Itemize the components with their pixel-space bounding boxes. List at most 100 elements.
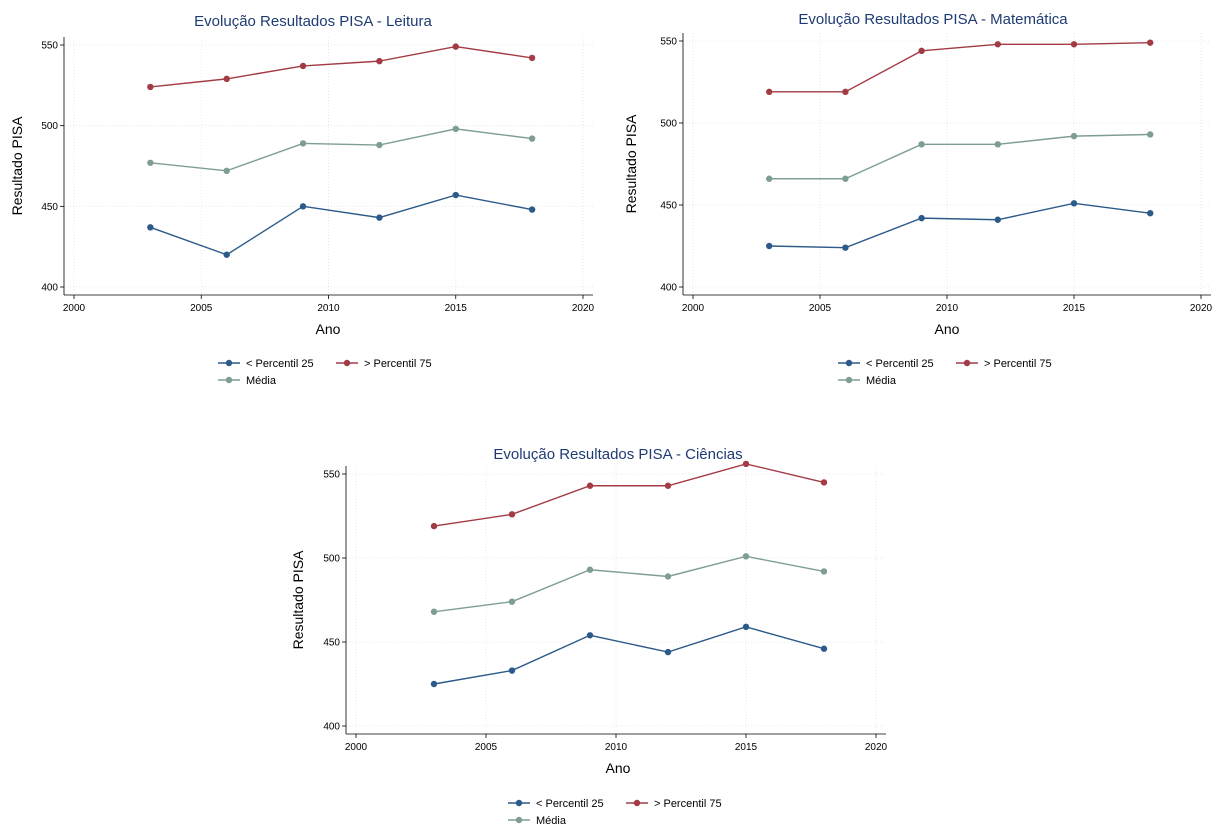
data-point-percentil-75: [452, 43, 459, 50]
y-axis-title: Resultado PISA: [623, 114, 639, 213]
legend-marker-percentil-25: [845, 359, 853, 367]
data-point-media: [452, 125, 459, 133]
y-tick-label: 500: [323, 554, 340, 565]
data-point-percentil-25: [742, 623, 750, 631]
legend-marker-media: [845, 376, 853, 384]
x-tick-label: 2015: [445, 303, 468, 314]
legend-label-percentil-75: > Percentil 75: [364, 358, 432, 370]
data-point-percentil-25: [586, 632, 594, 639]
chart-title: Evolução Resultados PISA - Leitura: [194, 13, 432, 30]
data-point-percentil-25: [452, 191, 459, 199]
data-point-media: [586, 566, 594, 573]
y-axis-title: Resultado PISA: [290, 550, 306, 649]
data-point-percentil-75: [820, 479, 828, 486]
data-point-percentil-75: [664, 482, 672, 489]
data-point-media: [742, 553, 750, 560]
y-tick-label: 550: [323, 470, 340, 481]
data-point-percentil-75: [994, 41, 1001, 48]
data-point-percentil-75: [918, 47, 925, 55]
series-line-media: [433, 555, 825, 613]
chart-title: Evolução Resultados PISA - Matemática: [798, 11, 1068, 28]
data-point-percentil-75: [508, 511, 516, 518]
x-axis-title: Ano: [606, 760, 631, 776]
data-point-percentil-25: [842, 244, 849, 251]
data-point-media: [223, 167, 230, 175]
legend-label-media: Média: [866, 375, 897, 387]
x-tick-label: 2010: [605, 742, 628, 753]
legend: < Percentil 25 > Percentil 75 Média: [218, 358, 432, 387]
legend-label-percentil-25: < Percentil 25: [536, 798, 604, 810]
legend-label-percentil-25: < Percentil 25: [246, 358, 314, 370]
legend-label-percentil-75: > Percentil 75: [654, 798, 722, 810]
legend-marker-percentil-25: [515, 799, 523, 807]
x-tick-label: 2005: [475, 742, 498, 753]
chart-leitura: 400 450 500 550 2000 2005 2010 2015 2020 Evolução…: [9, 13, 595, 387]
y-axis-title: Resultado PISA: [9, 116, 25, 215]
legend-label-percentil-75: > Percentil 75: [984, 358, 1052, 370]
data-point-media: [820, 568, 828, 575]
series-line-percentil-75: [769, 41, 1151, 93]
data-point-media: [664, 573, 672, 580]
series-line-percentil-25: [769, 202, 1151, 249]
data-point-media: [528, 135, 536, 142]
series-line-percentil-25: [433, 626, 825, 685]
x-tick-label: 2005: [809, 303, 832, 314]
data-point-percentil-25: [430, 680, 438, 688]
data-point-percentil-75: [842, 88, 849, 96]
data-point-percentil-25: [376, 214, 383, 221]
data-point-percentil-75: [1070, 41, 1078, 48]
x-tick-label: 2020: [572, 303, 595, 314]
x-tick-label: 2000: [345, 742, 368, 753]
series-line-percentil-75: [150, 45, 533, 88]
legend-marker-percentil-75: [633, 799, 641, 807]
x-tick-label: 2000: [682, 303, 705, 314]
x-axis-title: Ano: [316, 321, 341, 337]
x-tick-label: 2020: [865, 742, 888, 753]
x-tick-label: 2010: [936, 303, 959, 314]
legend-marker-media: [225, 376, 233, 384]
series-line-percentil-25: [150, 194, 533, 256]
legend-label-media: Média: [246, 375, 277, 387]
chart-ciencias: 400 450 500 550 2000 2005 2010 2015 2020 Evolução…: [290, 446, 888, 825]
data-point-percentil-75: [766, 88, 773, 96]
legend-label-media: Média: [536, 815, 567, 825]
legend-label-percentil-25: < Percentil 25: [866, 358, 934, 370]
data-point-percentil-75: [528, 54, 536, 62]
series-line-media: [769, 133, 1151, 180]
legend-marker-percentil-75: [963, 359, 971, 367]
legend-marker-media: [515, 816, 523, 824]
data-point-percentil-75: [223, 75, 230, 83]
data-point-media: [299, 140, 307, 147]
legend-marker-percentil-75: [343, 359, 351, 367]
y-tick-label: 550: [660, 37, 677, 48]
x-axis-title: Ano: [935, 321, 960, 337]
data-point-media: [1070, 132, 1078, 140]
y-tick-label: 450: [323, 638, 340, 649]
data-point-percentil-75: [299, 62, 307, 70]
data-point-media: [430, 608, 438, 615]
data-point-percentil-25: [766, 242, 773, 250]
y-tick-label: 400: [41, 283, 58, 294]
data-point-media: [766, 175, 773, 182]
data-point-percentil-75: [430, 522, 438, 530]
chart-title: Evolução Resultados PISA - Ciências: [493, 446, 742, 463]
x-tick-label: 2010: [317, 303, 340, 314]
data-point-percentil-25: [223, 251, 230, 258]
series-line-media: [150, 128, 533, 172]
data-point-media: [918, 141, 925, 148]
data-point-percentil-75: [1147, 39, 1154, 46]
x-tick-label: 2000: [63, 303, 86, 314]
legend: < Percentil 25 > Percentil 75 Média: [838, 358, 1052, 387]
legend-marker-percentil-25: [225, 359, 233, 367]
data-point-percentil-25: [147, 224, 154, 231]
data-point-percentil-25: [918, 214, 925, 222]
data-point-percentil-25: [1147, 210, 1154, 217]
data-point-media: [994, 141, 1001, 148]
data-point-media: [1147, 131, 1154, 138]
data-point-media: [147, 159, 154, 166]
y-tick-label: 400: [660, 283, 677, 294]
x-tick-label: 2015: [1063, 303, 1086, 314]
data-point-media: [376, 141, 383, 149]
data-point-percentil-25: [994, 216, 1001, 223]
data-point-percentil-25: [528, 206, 536, 213]
